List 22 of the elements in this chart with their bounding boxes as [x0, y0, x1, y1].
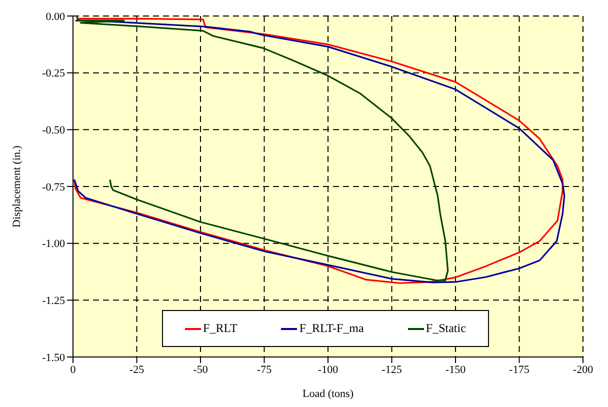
legend-label: F_RLT [203, 321, 238, 336]
x-tick-label: -100 [318, 364, 339, 376]
legend-label: F_RLT-F_ma [299, 321, 364, 336]
y-tick-label: -1.50 [42, 352, 66, 364]
x-tick-label: -175 [509, 364, 530, 376]
y-tick-label: 0.00 [46, 10, 66, 23]
y-tick-label: -0.50 [42, 124, 66, 137]
x-tick-label: -150 [445, 364, 466, 376]
x-tick-label: -50 [193, 364, 208, 376]
y-tick-label: -0.75 [42, 181, 66, 194]
x-tick-label: -125 [382, 364, 402, 376]
y-tick-label: -1.00 [42, 238, 66, 250]
x-tick-label: -75 [256, 364, 272, 376]
legend-label: F_Static [426, 321, 466, 336]
y-tick-label: -0.25 [42, 68, 66, 80]
x-tick-label: 0 [70, 364, 76, 376]
x-axis-title: Load (tons) [302, 388, 354, 400]
y-axis-title: Displacement (in.) [10, 145, 23, 228]
x-tick-label: -25 [129, 364, 145, 376]
x-tick-label: -200 [572, 364, 594, 376]
line-series [76, 16, 449, 282]
y-tick-label: -1.25 [42, 295, 66, 308]
